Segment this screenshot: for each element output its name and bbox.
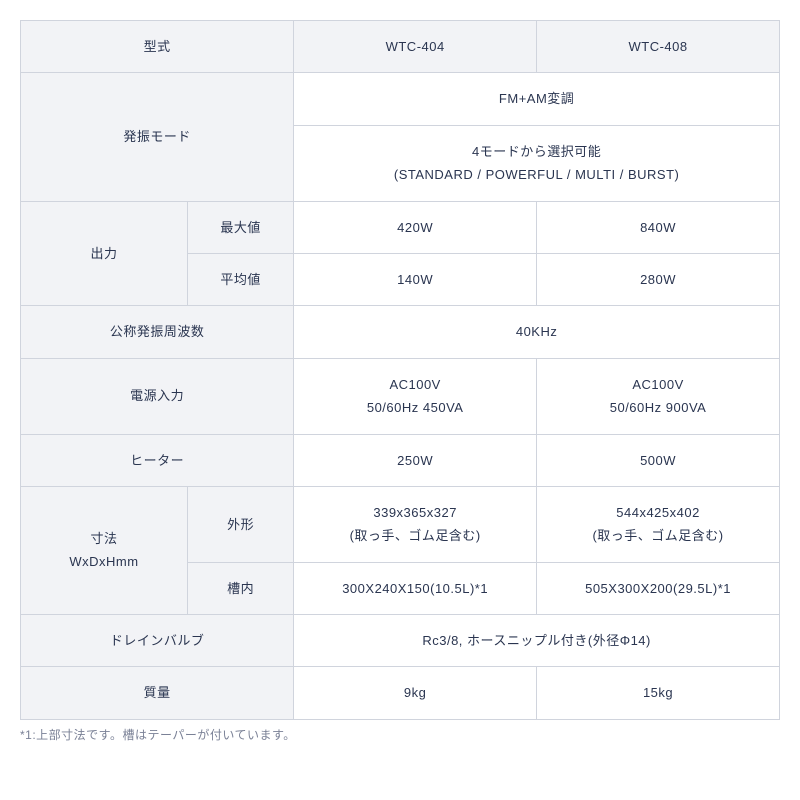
oscillation-value1: FM+AM変調 [294, 73, 780, 125]
table-row: 発振モード FM+AM変調 [21, 73, 780, 125]
output-avg-404: 140W [294, 253, 537, 305]
footnote: *1:上部寸法です。槽はテーパーが付いています。 [20, 726, 780, 743]
heater-404: 250W [294, 434, 537, 486]
output-avg-408: 280W [537, 253, 780, 305]
heater-label: ヒーター [21, 434, 294, 486]
weight-408: 15kg [537, 667, 780, 719]
dims-outer-408: 544x425x402 (取っ手、ゴム足含む) [537, 486, 780, 562]
output-label: 出力 [21, 201, 188, 306]
oscillation-label: 発振モード [21, 73, 294, 201]
drain-value: Rc3/8, ホースニップル付き(外径Φ14) [294, 615, 780, 667]
header-wtc404: WTC-404 [294, 21, 537, 73]
spec-table: 型式 WTC-404 WTC-408 発振モード FM+AM変調 4モードから選… [20, 20, 780, 720]
oscillation-value2: 4モードから選択可能 (STANDARD / POWERFUL / MULTI … [294, 125, 780, 201]
dims-inner-404: 300X240X150(10.5L)*1 [294, 562, 537, 614]
table-row: 電源入力 AC100V 50/60Hz 450VA AC100V 50/60Hz… [21, 358, 780, 434]
dims-outer-404: 339x365x327 (取っ手、ゴム足含む) [294, 486, 537, 562]
power-label: 電源入力 [21, 358, 294, 434]
dims-label: 寸法 WxDxHmm [21, 486, 188, 614]
freq-value: 40KHz [294, 306, 780, 358]
heater-408: 500W [537, 434, 780, 486]
table-row: ヒーター 250W 500W [21, 434, 780, 486]
power-404: AC100V 50/60Hz 450VA [294, 358, 537, 434]
table-row: 寸法 WxDxHmm 外形 339x365x327 (取っ手、ゴム足含む) 54… [21, 486, 780, 562]
table-row: 公称発振周波数 40KHz [21, 306, 780, 358]
header-model: 型式 [21, 21, 294, 73]
dims-inner-label: 槽内 [187, 562, 293, 614]
weight-404: 9kg [294, 667, 537, 719]
output-max-label: 最大値 [187, 201, 293, 253]
drain-label: ドレインバルブ [21, 615, 294, 667]
table-row: 型式 WTC-404 WTC-408 [21, 21, 780, 73]
power-408: AC100V 50/60Hz 900VA [537, 358, 780, 434]
header-wtc408: WTC-408 [537, 21, 780, 73]
weight-label: 質量 [21, 667, 294, 719]
table-row: 質量 9kg 15kg [21, 667, 780, 719]
output-max-408: 840W [537, 201, 780, 253]
output-avg-label: 平均値 [187, 253, 293, 305]
dims-inner-408: 505X300X200(29.5L)*1 [537, 562, 780, 614]
table-row: 出力 最大値 420W 840W [21, 201, 780, 253]
table-row: ドレインバルブ Rc3/8, ホースニップル付き(外径Φ14) [21, 615, 780, 667]
freq-label: 公称発振周波数 [21, 306, 294, 358]
dims-outer-label: 外形 [187, 486, 293, 562]
output-max-404: 420W [294, 201, 537, 253]
